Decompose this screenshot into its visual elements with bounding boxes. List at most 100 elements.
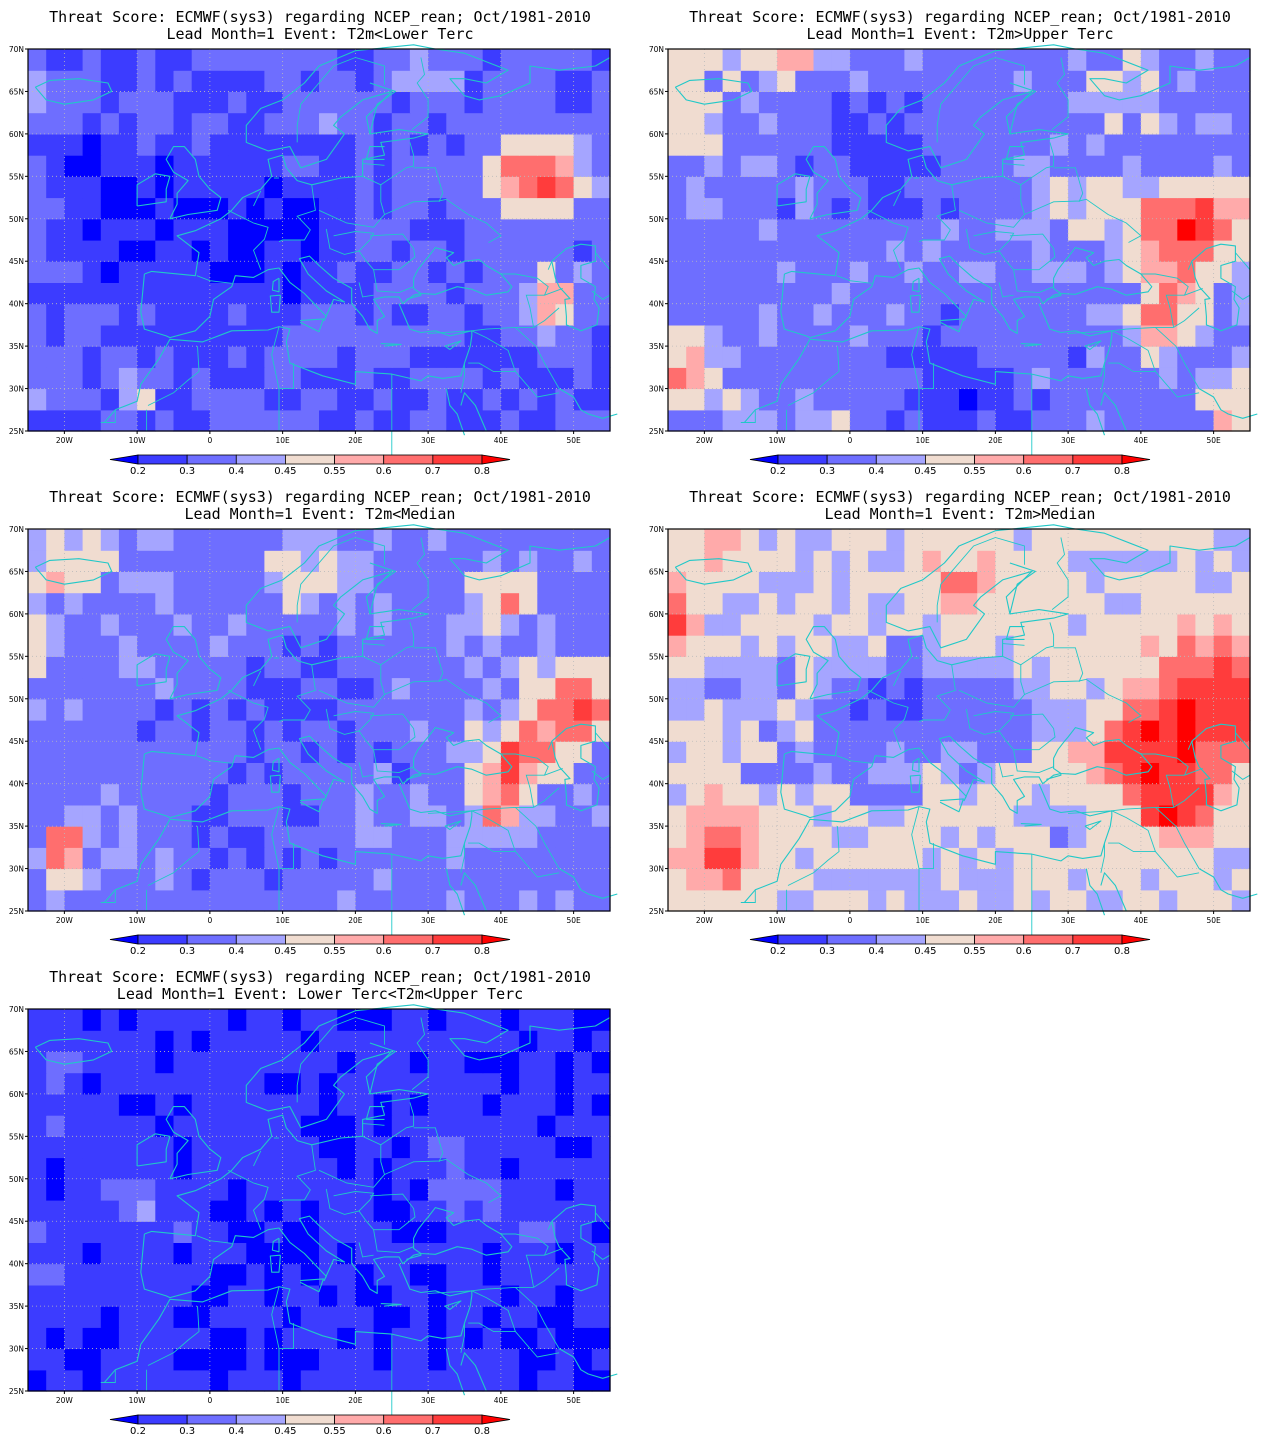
- score-cell: [246, 720, 266, 742]
- border-line: [1155, 327, 1200, 389]
- score-cell: [64, 783, 84, 806]
- coastline: [558, 388, 618, 419]
- score-cell: [100, 635, 120, 657]
- map-field: [668, 49, 1251, 432]
- score-cell: [1231, 91, 1251, 114]
- score-cell: [409, 762, 429, 785]
- score-cell: [519, 826, 538, 848]
- border-line: [591, 770, 611, 780]
- score-cell: [300, 1157, 320, 1180]
- score-cell: [995, 656, 1015, 679]
- score-cell: [573, 1327, 593, 1350]
- score-cell: [777, 303, 796, 326]
- score-cell: [519, 1030, 538, 1052]
- score-cell: [555, 367, 575, 390]
- score-cell: [228, 783, 247, 806]
- score-cell: [537, 571, 557, 594]
- score-cell: [28, 592, 47, 615]
- score-cell: [922, 847, 942, 870]
- score-cell: [1177, 783, 1197, 806]
- lon-label: 10W: [769, 436, 787, 445]
- score-cell: [1068, 741, 1087, 763]
- score-cell: [64, 1284, 84, 1307]
- score-cell: [813, 889, 833, 912]
- lat-label: 60N: [649, 610, 664, 619]
- score-cell: [922, 868, 942, 891]
- score-cell: [482, 1263, 502, 1286]
- score-cell: [100, 550, 120, 572]
- score-cell: [155, 303, 175, 326]
- score-cell: [849, 303, 869, 326]
- score-cell: [409, 847, 429, 870]
- score-cell: [1195, 613, 1215, 636]
- score-cell: [100, 571, 120, 594]
- score-cell: [668, 529, 687, 551]
- score-cell: [155, 261, 175, 283]
- score-cell: [537, 868, 557, 891]
- score-cell: [1104, 847, 1124, 870]
- score-cell: [591, 868, 611, 891]
- score-cell: [1068, 529, 1087, 551]
- score-cell: [82, 324, 102, 347]
- score-cell: [319, 677, 338, 700]
- score-cell: [537, 1115, 557, 1137]
- score-cell: [922, 889, 942, 912]
- legend-label: 0.3: [179, 946, 195, 957]
- border-line: [893, 190, 902, 207]
- score-cell: [409, 1009, 429, 1031]
- score-cell: [209, 720, 229, 742]
- score-cell: [1031, 783, 1051, 806]
- legend-label: 0.2: [130, 1426, 146, 1437]
- lat-label: 30N: [649, 865, 664, 874]
- score-cell: [1159, 889, 1178, 912]
- score-cell: [28, 261, 47, 283]
- score-cell: [64, 613, 84, 636]
- score-cell: [82, 1115, 102, 1137]
- score-cell: [1213, 613, 1233, 636]
- score-cell: [500, 741, 520, 763]
- score-cell: [922, 218, 942, 241]
- score-cell: [668, 613, 687, 636]
- lon-label: 20E: [348, 436, 363, 445]
- score-cell: [209, 218, 229, 241]
- score-cell: [959, 303, 978, 326]
- score-cell: [1068, 783, 1087, 806]
- score-cell: [118, 720, 138, 742]
- score-cell: [337, 592, 356, 615]
- score-cell: [668, 197, 687, 220]
- color-legend: 0.2 0.3 0.4 0.45 0.55 0.6 0.7 0.8: [109, 934, 511, 957]
- score-cell: [1122, 324, 1142, 347]
- score-cell: [1104, 261, 1124, 283]
- score-cell: [868, 303, 887, 326]
- score-cell: [246, 1115, 266, 1137]
- score-cell: [704, 49, 724, 71]
- score-cell: [1159, 826, 1178, 848]
- score-cell: [1177, 677, 1197, 700]
- score-cell: [537, 1263, 557, 1286]
- score-cell: [82, 529, 102, 551]
- score-cell: [282, 282, 302, 305]
- score-cell: [519, 889, 538, 912]
- border-line: [196, 755, 232, 764]
- score-cell: [246, 197, 266, 220]
- border-line: [373, 749, 414, 774]
- score-cell: [1159, 592, 1178, 615]
- score-cell: [64, 324, 84, 347]
- score-cell: [831, 240, 851, 262]
- score-cell: [300, 133, 320, 156]
- score-cell: [995, 762, 1015, 785]
- score-cell: [704, 529, 724, 551]
- score-cell: [1013, 741, 1033, 763]
- score-cell: [464, 155, 484, 177]
- score-cell: [64, 1115, 84, 1137]
- score-cell: [155, 529, 175, 551]
- score-cell: [173, 868, 193, 891]
- score-cell: [686, 346, 705, 368]
- lon-label: 10W: [129, 1396, 147, 1405]
- score-cell: [686, 550, 705, 572]
- score-cell: [355, 635, 375, 657]
- score-cell: [209, 677, 229, 700]
- map-frame: [27, 1008, 611, 1392]
- score-cell: [300, 889, 320, 912]
- score-cell: [355, 1369, 375, 1392]
